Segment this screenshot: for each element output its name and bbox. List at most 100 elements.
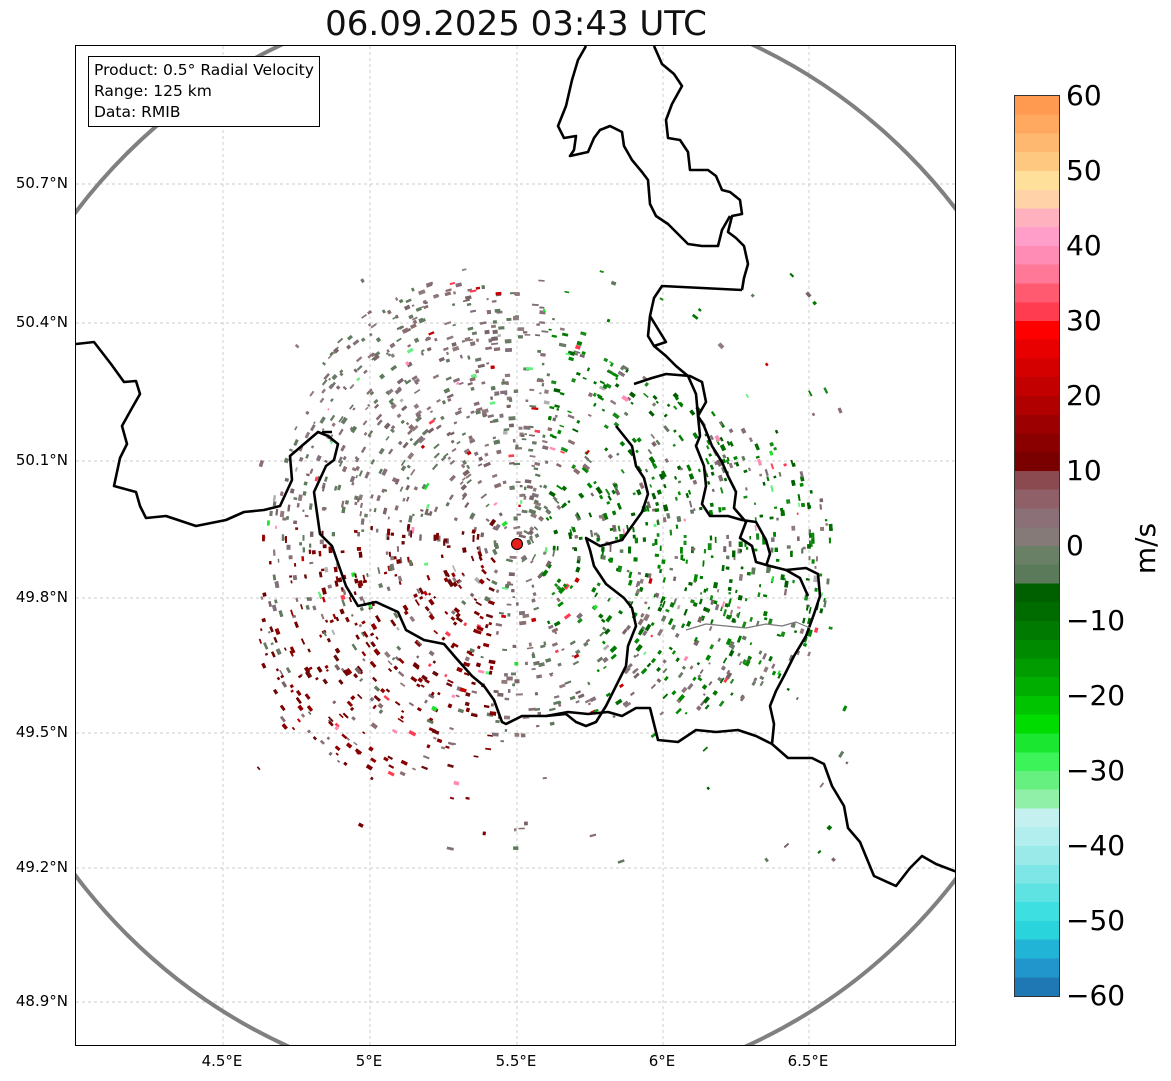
velocity-echo-pixel	[308, 596, 313, 602]
velocity-echo-pixel	[309, 561, 314, 565]
velocity-echo-pixel	[460, 484, 467, 491]
velocity-echo-pixel	[464, 656, 470, 662]
velocity-echo-pixel	[585, 457, 592, 464]
velocity-echo-pixel	[731, 644, 736, 651]
radar-map[interactable]	[75, 45, 956, 1046]
velocity-echo-pixel	[421, 428, 430, 436]
velocity-echo-pixel	[710, 619, 714, 625]
velocity-echo-pixel	[396, 377, 404, 385]
velocity-echo-pixel	[573, 547, 578, 552]
velocity-echo-pixel	[488, 586, 495, 592]
velocity-echo-pixel	[601, 408, 605, 412]
velocity-echo-pixel	[354, 622, 358, 626]
velocity-echo-pixel	[606, 318, 611, 323]
velocity-echo-pixel	[351, 481, 355, 486]
velocity-echo-pixel	[509, 462, 515, 465]
velocity-echo-pixel	[629, 691, 635, 697]
velocity-echo-pixel	[470, 410, 475, 415]
velocity-echo-pixel	[475, 369, 480, 374]
velocity-echo-pixel	[737, 652, 741, 657]
velocity-echo-pixel	[536, 724, 540, 728]
velocity-echo-pixel	[451, 572, 456, 578]
velocity-echo-pixel	[556, 578, 562, 584]
velocity-echo-pixel	[447, 579, 455, 588]
velocity-echo-pixel	[698, 598, 703, 605]
velocity-echo-pixel	[369, 697, 375, 702]
velocity-echo-pixel	[272, 688, 279, 695]
velocity-echo-pixel	[470, 373, 477, 379]
velocity-echo-pixel	[797, 494, 801, 501]
velocity-echo-pixel	[421, 483, 427, 490]
velocity-echo-pixel	[514, 828, 517, 832]
velocity-echo-pixel	[332, 700, 337, 705]
velocity-echo-pixel	[495, 719, 500, 724]
velocity-echo-pixel	[604, 447, 609, 452]
velocity-echo-pixel	[616, 502, 622, 510]
velocity-echo-pixel	[446, 545, 451, 548]
velocity-echo-pixel	[262, 592, 267, 597]
velocity-echo-pixel	[367, 310, 373, 315]
velocity-echo-pixel	[377, 702, 384, 709]
velocity-echo-pixel	[440, 554, 444, 559]
velocity-echo-pixel	[480, 493, 487, 499]
velocity-echo-pixel	[361, 529, 365, 532]
velocity-echo-pixel	[317, 591, 322, 599]
velocity-echo-pixel	[567, 532, 573, 540]
velocity-echo-pixel	[340, 550, 345, 554]
velocity-echo-pixel	[446, 393, 454, 399]
velocity-echo-pixel	[521, 509, 528, 514]
velocity-echo-pixel	[430, 410, 433, 414]
velocity-echo-pixel	[604, 628, 611, 635]
velocity-echo-pixel	[355, 474, 359, 479]
velocity-echo-pixel	[334, 745, 341, 752]
velocity-echo-pixel	[668, 618, 674, 626]
velocity-echo-pixel	[273, 636, 278, 643]
velocity-echo-pixel	[378, 709, 384, 714]
velocity-echo-pixel	[476, 625, 484, 632]
velocity-echo-pixel	[388, 565, 393, 572]
velocity-echo-pixel	[410, 469, 416, 476]
velocity-echo-pixel	[410, 676, 418, 683]
velocity-echo-pixel	[342, 466, 348, 473]
velocity-echo-pixel	[478, 578, 485, 585]
velocity-echo-pixel	[463, 448, 471, 455]
velocity-echo-pixel	[706, 439, 711, 446]
velocity-echo-pixel	[553, 630, 558, 635]
velocity-echo-pixel	[699, 575, 704, 580]
velocity-echo-pixel	[552, 496, 558, 501]
radar-site-marker[interactable]	[511, 538, 523, 550]
velocity-echo-pixel	[297, 718, 301, 723]
velocity-echo-pixel	[370, 494, 374, 499]
velocity-echo-pixel	[320, 613, 325, 620]
velocity-echo-pixel	[636, 437, 642, 443]
velocity-echo-pixel	[323, 373, 330, 380]
velocity-echo-pixel	[401, 405, 408, 412]
velocity-echo-pixel	[289, 650, 294, 657]
velocity-echo-pixel	[433, 534, 437, 541]
velocity-echo-pixel	[455, 694, 460, 698]
velocity-echo-pixel	[612, 714, 616, 719]
velocity-echo-pixel	[289, 575, 293, 578]
velocity-echo-pixel	[671, 624, 676, 631]
velocity-echo-pixel	[283, 457, 289, 464]
velocity-echo-pixel	[738, 574, 743, 581]
velocity-echo-pixel	[813, 575, 818, 583]
velocity-echo-pixel	[440, 746, 446, 750]
velocity-echo-pixel	[486, 632, 492, 637]
lat-tick-label: 49.2°N	[15, 858, 68, 876]
velocity-echo-pixel	[390, 425, 396, 430]
velocity-echo-pixel	[445, 376, 452, 381]
velocity-echo-pixel	[582, 377, 587, 380]
velocity-echo-pixel	[492, 320, 498, 324]
velocity-echo-pixel	[314, 476, 319, 482]
velocity-echo-pixel	[308, 666, 313, 671]
velocity-echo-pixel	[458, 381, 464, 386]
velocity-echo-pixel	[706, 608, 711, 613]
velocity-echo-pixel	[383, 571, 388, 575]
velocity-echo-pixel	[486, 298, 489, 301]
velocity-echo-pixel	[373, 695, 381, 702]
velocity-echo-pixel	[642, 630, 648, 637]
velocity-echo-pixel	[346, 344, 352, 350]
velocity-echo-pixel	[304, 431, 311, 439]
velocity-echo-pixel	[360, 278, 365, 284]
